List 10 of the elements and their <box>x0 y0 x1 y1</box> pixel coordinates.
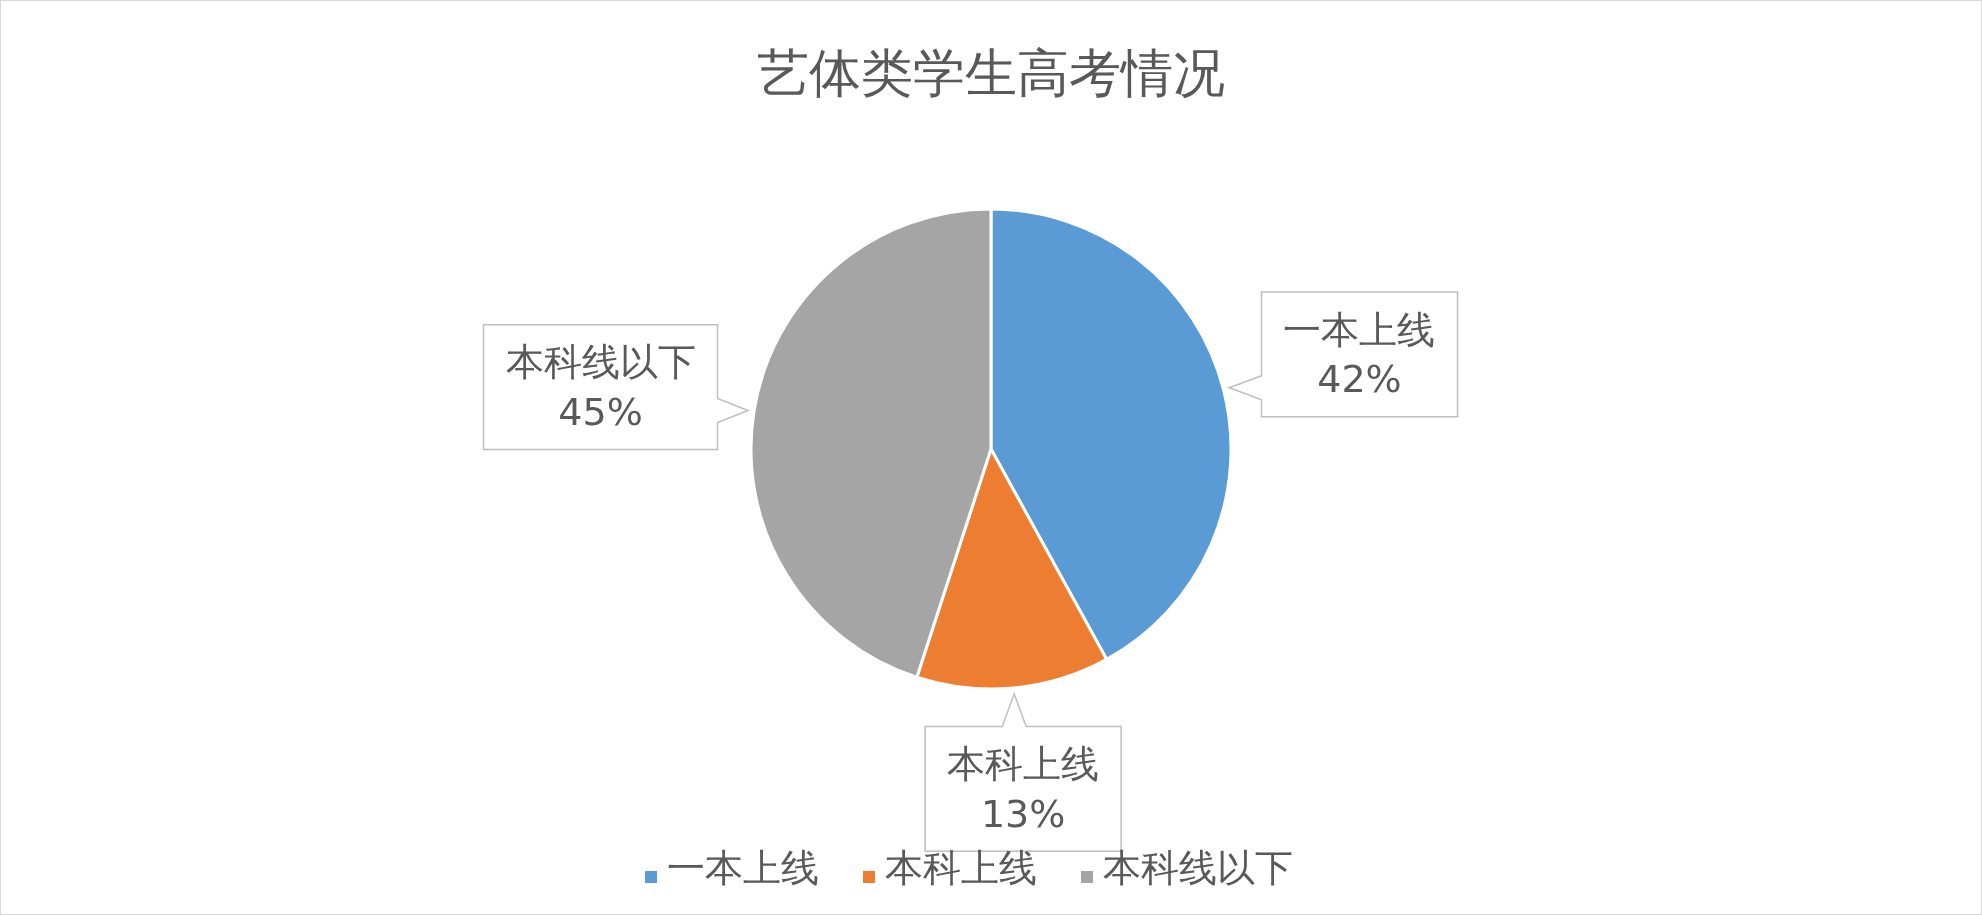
chart-title: 艺体类学生高考情况 <box>756 42 1226 105</box>
slice-label: 本科线以下 <box>505 340 696 385</box>
data-label: 45% <box>558 389 643 434</box>
data-label: 13% <box>980 791 1066 836</box>
legend-label: 一本上线 <box>666 846 820 890</box>
slice-label: 本科上线 <box>947 742 1100 787</box>
legend-label: 本科上线 <box>884 846 1038 890</box>
slice-label: 一本上线 <box>1283 307 1436 352</box>
data-label: 42% <box>1317 357 1402 402</box>
legend-label: 本科线以下 <box>1102 846 1294 890</box>
